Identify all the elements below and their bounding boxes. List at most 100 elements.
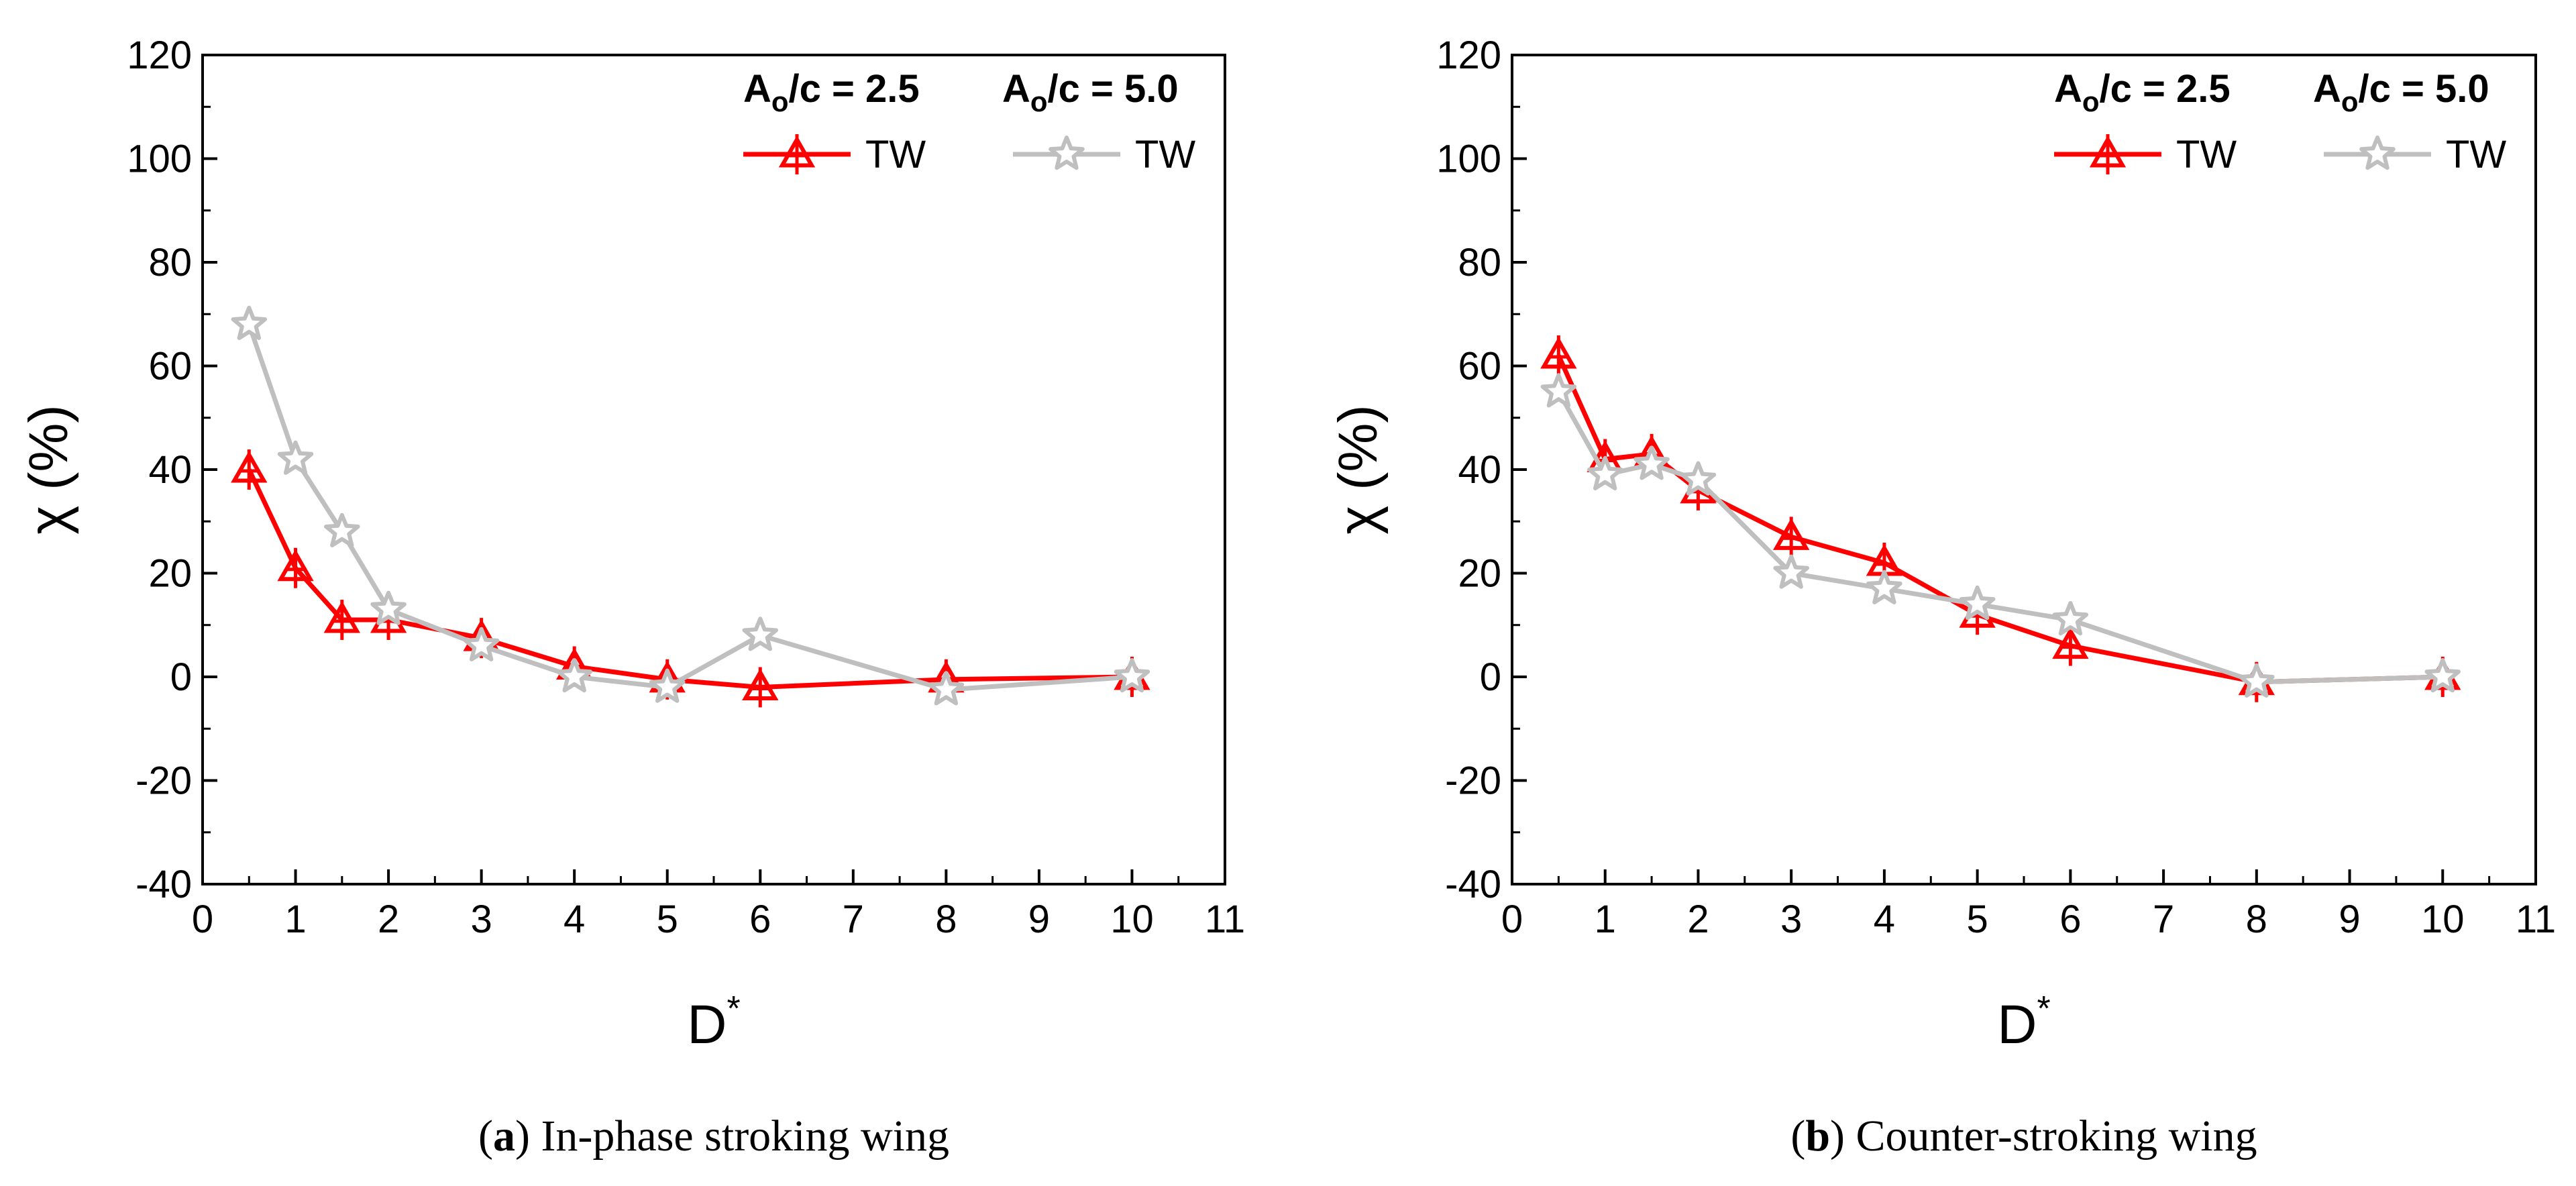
y-tick-label: -20	[1445, 759, 1501, 803]
data-point-star	[324, 513, 360, 547]
y-axis-title: χ (%)	[1328, 405, 1389, 534]
data-point-star	[2424, 658, 2461, 693]
data-point-star	[1633, 445, 1670, 480]
legend-entry-red: Ao/c = 2.5 TW	[2054, 67, 2237, 176]
x-axis-title-superscript: *	[727, 989, 740, 1028]
x-tick-label: 0	[1501, 898, 1523, 941]
data-point-star	[2052, 601, 2089, 636]
x-tick-label: 3	[471, 898, 492, 941]
x-axis-title-main: D	[687, 994, 727, 1055]
legend-group-heading: Ao/c = 5.0	[2313, 67, 2489, 117]
legend-entry-red: Ao/c = 2.5 TW	[743, 67, 926, 176]
series-gray	[1540, 373, 2461, 698]
x-tick-label: 10	[2421, 898, 2465, 941]
data-point-star	[370, 590, 407, 625]
data-point-star	[556, 658, 592, 693]
panel-caption: (a) In-phase stroking wing	[478, 1112, 949, 1161]
caption-close-paren: )	[515, 1112, 541, 1161]
legend-heading-subscript: o	[2082, 86, 2100, 117]
x-tick-label: 8	[935, 898, 957, 941]
y-tick-label: 40	[1458, 448, 1501, 492]
legend-heading-subscript: o	[771, 86, 789, 117]
legend-heading-rest: /c = 2.5	[789, 67, 920, 111]
legend-heading-base: A	[1002, 67, 1030, 111]
legend-heading-base: A	[2054, 67, 2082, 111]
legend-heading-rest: /c = 2.5	[2100, 67, 2231, 111]
legend-heading-subscript: o	[2341, 86, 2359, 117]
panel-caption: (b) Counter-stroking wing	[1790, 1112, 2257, 1161]
legend-heading-subscript: o	[1030, 86, 1048, 117]
data-point-star	[649, 668, 686, 703]
y-tick-label: 100	[127, 138, 192, 181]
legend-heading-rest: /c = 5.0	[2359, 67, 2489, 111]
series-line	[1556, 354, 2443, 685]
legend-entry-gray: Ao/c = 5.0 TW	[2313, 67, 2506, 176]
y-tick-label: 120	[1436, 34, 1501, 77]
x-tick-label: 4	[564, 898, 585, 941]
legend-label: TW	[1135, 133, 1195, 176]
y-tick-label: -40	[136, 863, 192, 906]
x-tick-label: 11	[1205, 898, 1245, 941]
x-tick-label: 1	[284, 898, 306, 941]
caption-open-paren: (	[478, 1112, 493, 1161]
x-tick-label: 2	[1687, 898, 1709, 941]
plot-frame	[201, 54, 1226, 885]
data-point-star	[1773, 554, 1809, 589]
y-tick-label: 100	[1436, 138, 1501, 181]
y-tick-label: 40	[148, 448, 192, 492]
legend-marker-star	[2359, 136, 2396, 170]
data-point-star	[742, 616, 778, 651]
y-axis-title: χ (%)	[18, 405, 79, 534]
x-tick-label: 2	[378, 898, 399, 941]
x-axis-title-superscript: *	[2037, 989, 2050, 1028]
legend-label: TW	[2446, 133, 2506, 176]
caption-open-paren: (	[1790, 1112, 1805, 1161]
y-tick-label: -40	[1445, 863, 1501, 906]
data-point-star	[1540, 373, 1577, 408]
legend-group-heading: Ao/c = 2.5	[2054, 67, 2231, 117]
x-tick-label: 4	[1874, 898, 1895, 941]
caption-close-paren: )	[1830, 1112, 1856, 1161]
legend-group-heading: Ao/c = 5.0	[1002, 67, 1179, 117]
y-tick-label: 60	[148, 345, 192, 388]
y-tick-label: 120	[127, 34, 192, 77]
x-tick-label: 0	[192, 898, 213, 941]
series-line	[1556, 390, 2443, 685]
series-gray	[231, 305, 1150, 706]
legend-heading-base: A	[2313, 67, 2341, 111]
data-point-star	[231, 305, 267, 340]
data-point-star	[277, 440, 314, 475]
series-line	[246, 323, 1132, 692]
caption-letter: a	[493, 1112, 515, 1161]
caption-letter: b	[1805, 1112, 1830, 1161]
series-line	[247, 468, 1132, 690]
legend-group-heading: Ao/c = 2.5	[743, 67, 920, 117]
caption-text: In-phase stroking wing	[541, 1112, 949, 1161]
x-tick-label: 5	[1967, 898, 1988, 941]
legend-label: TW	[865, 133, 926, 176]
x-tick-label: 8	[2246, 898, 2267, 941]
x-axis-title: D*	[1997, 989, 2050, 1055]
legend-heading-base: A	[743, 67, 771, 111]
y-tick-label: 20	[148, 552, 192, 596]
legend-heading-rest: /c = 5.0	[1048, 67, 1179, 111]
data-point-star	[1866, 570, 1902, 604]
y-tick-label: -20	[136, 759, 192, 803]
x-tick-label: 3	[1780, 898, 1802, 941]
data-point-star	[928, 671, 965, 706]
x-tick-label: 7	[2153, 898, 2174, 941]
data-point-star	[2239, 663, 2275, 698]
x-tick-label: 6	[2059, 898, 2081, 941]
data-point-star	[463, 627, 500, 661]
caption-text: Counter-stroking wing	[1856, 1112, 2257, 1161]
chart-panel-a: 0 1 2 3 4 5 6 7 8 9 10 11 -40 -20 0 20 40 60 80 100 120 D* χ (…	[18, 34, 1245, 1161]
y-tick-label: 0	[1480, 655, 1501, 699]
x-tick-label: 11	[2516, 898, 2556, 941]
y-tick-label: 80	[1458, 241, 1501, 284]
data-point-star	[1114, 658, 1150, 693]
y-tick-label: 20	[1458, 552, 1501, 596]
data-point-star	[1587, 455, 1623, 490]
data-point-star	[1680, 461, 1717, 496]
y-tick-label: 0	[170, 655, 192, 699]
x-tick-label: 1	[1595, 898, 1616, 941]
